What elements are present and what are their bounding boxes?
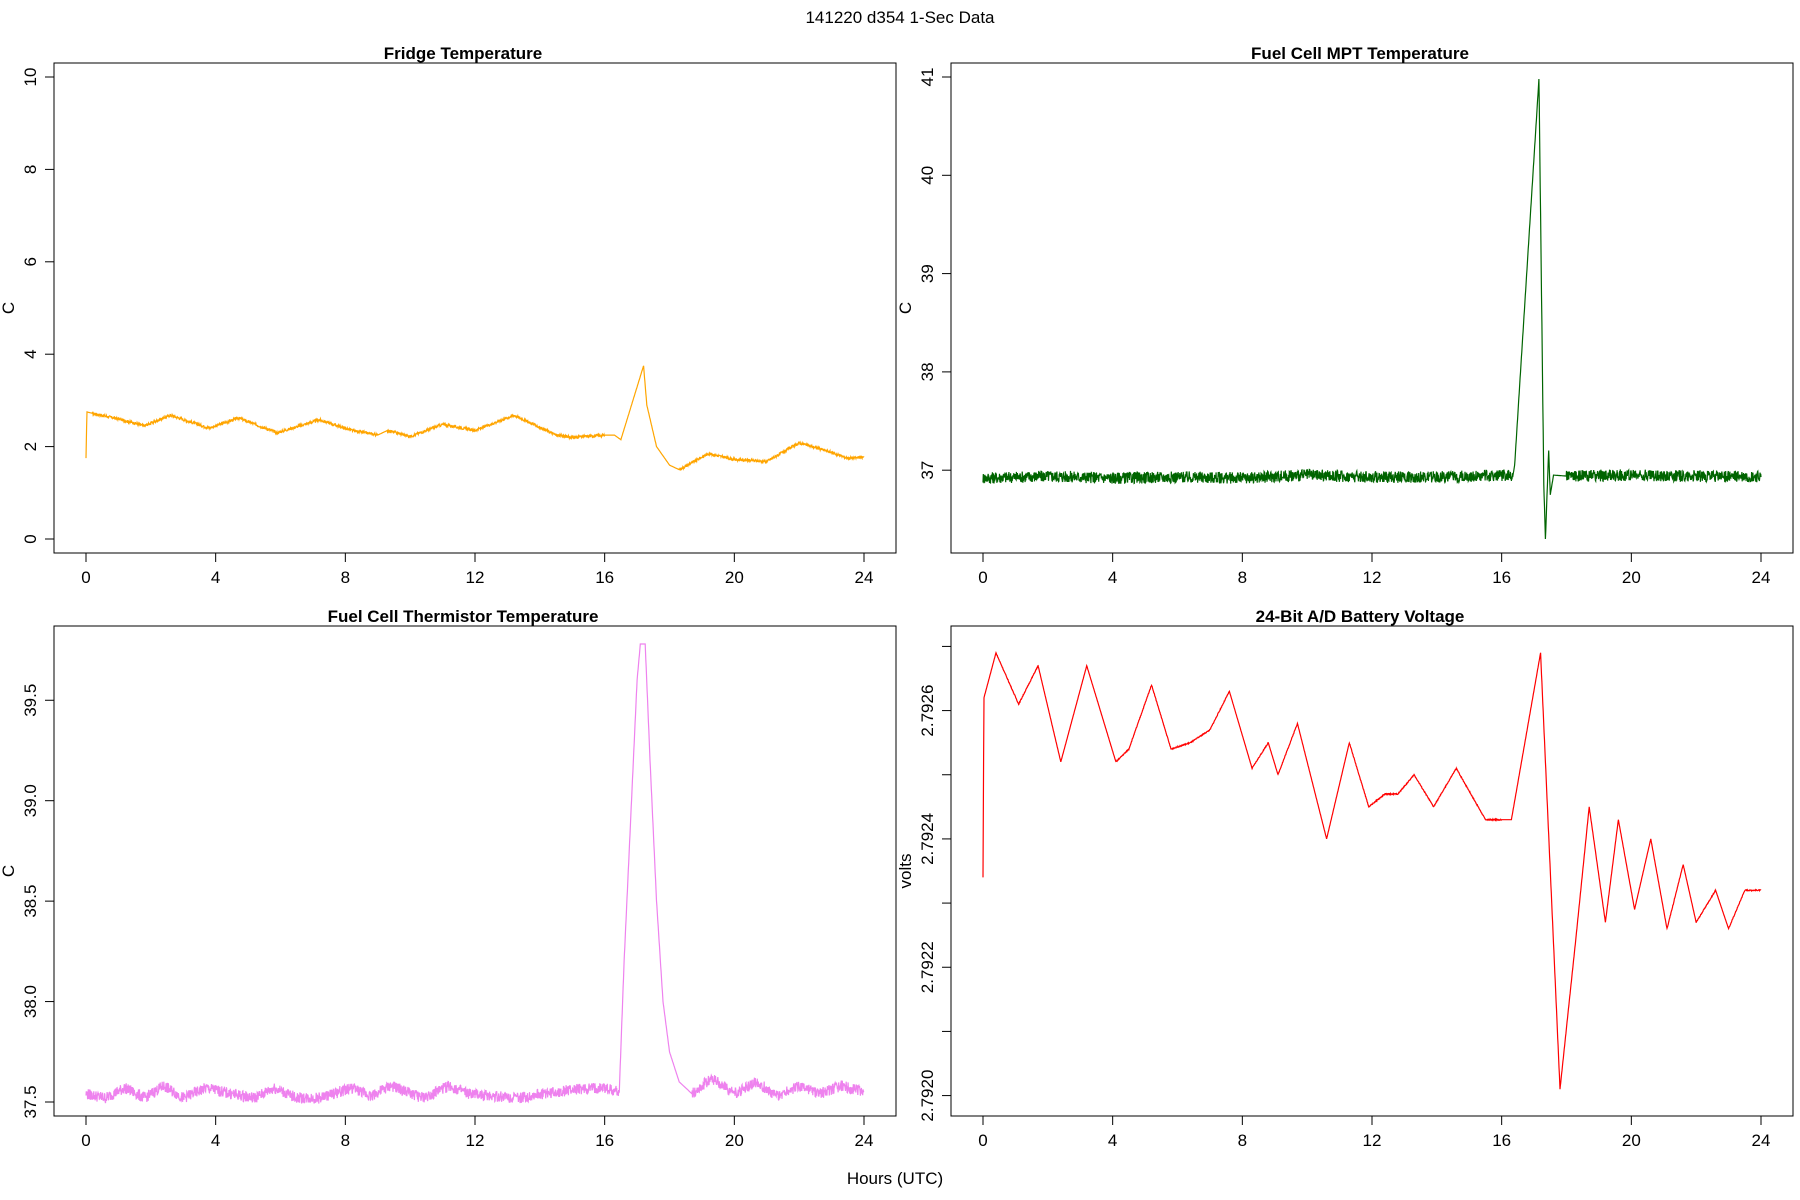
- y-axis-label: C: [896, 302, 915, 314]
- x-tick-label: 4: [211, 1131, 220, 1150]
- x-tick-label: 12: [1363, 568, 1382, 587]
- x-tick-label: 24: [855, 1131, 874, 1150]
- series-line: [85, 643, 865, 1104]
- y-tick-label: 0: [21, 534, 40, 543]
- x-tick-label: 20: [1622, 1131, 1641, 1150]
- x-tick-label: 8: [341, 568, 350, 587]
- x-tick-label: 12: [466, 1131, 485, 1150]
- series-line: [85, 365, 865, 471]
- x-tick-label: 20: [725, 1131, 744, 1150]
- y-axis-label: C: [0, 302, 18, 314]
- x-tick-label: 0: [81, 568, 90, 587]
- x-tick-label: 20: [725, 568, 744, 587]
- x-tick-label: 20: [1622, 568, 1641, 587]
- y-tick-label: 10: [21, 68, 40, 87]
- y-tick-label: 38: [918, 362, 937, 381]
- series-line: [982, 650, 1762, 1090]
- y-tick-label: 2.7922: [918, 941, 937, 993]
- x-tick-label: 12: [466, 568, 485, 587]
- y-axis-label: volts: [896, 854, 915, 889]
- y-axis-label: C: [0, 865, 18, 877]
- x-tick-label: 4: [1108, 1131, 1117, 1150]
- panel-title: Fuel Cell Thermistor Temperature: [328, 607, 599, 626]
- x-tick-label: 16: [595, 1131, 614, 1150]
- y-tick-label: 41: [918, 68, 937, 87]
- chart-panel-3: Fuel Cell Thermistor Temperature 0 4 8 12 16 2…: [0, 607, 897, 1150]
- x-tick-label: 12: [1363, 1131, 1382, 1150]
- x-tick-label: 8: [1238, 1131, 1247, 1150]
- y-tick-label: 40: [918, 166, 937, 185]
- series-line: [982, 78, 1762, 540]
- plot-frame: [53, 62, 897, 554]
- y-tick-label: 2.7920: [918, 1070, 937, 1122]
- y-tick-label: 39.0: [21, 784, 40, 817]
- x-tick-label: 24: [1752, 1131, 1771, 1150]
- x-tick-label: 24: [855, 568, 874, 587]
- y-tick-label: 2: [21, 442, 40, 451]
- y-tick-label: 39: [918, 264, 937, 283]
- y-tick-label: 39.5: [21, 684, 40, 717]
- chart-panel-2: Fuel Cell MPT Temperature 0 4 8 12 16 20 24 37 38…: [896, 44, 1794, 587]
- y-tick-label: 37.5: [21, 1085, 40, 1118]
- x-tick-label: 16: [1492, 1131, 1511, 1150]
- x-tick-label: 0: [81, 1131, 90, 1150]
- y-tick-label: 2.7924: [918, 813, 937, 865]
- x-tick-label: 24: [1752, 568, 1771, 587]
- x-tick-label: 8: [1238, 568, 1247, 587]
- x-tick-label: 0: [978, 568, 987, 587]
- figure-x-axis-label: Hours (UTC): [847, 1169, 943, 1188]
- plot-frame: [53, 625, 897, 1117]
- panel-title: Fuel Cell MPT Temperature: [1251, 44, 1469, 63]
- y-tick-label: 37: [918, 461, 937, 480]
- panel-title: 24-Bit A/D Battery Voltage: [1256, 607, 1465, 626]
- y-tick-label: 4: [21, 349, 40, 358]
- panel-title: Fridge Temperature: [384, 44, 542, 63]
- y-tick-label: 8: [21, 165, 40, 174]
- x-tick-label: 4: [211, 568, 220, 587]
- x-tick-label: 16: [595, 568, 614, 587]
- x-tick-label: 0: [978, 1131, 987, 1150]
- y-tick-label: 2.7926: [918, 685, 937, 737]
- y-tick-label: 38.0: [21, 985, 40, 1018]
- chart-panel-4: 24-Bit A/D Battery Voltage 0 4 8 12 16 20 24 2.7…: [896, 607, 1794, 1150]
- y-tick-label: 6: [21, 257, 40, 266]
- y-tick-label: 38.5: [21, 885, 40, 918]
- x-tick-label: 8: [341, 1131, 350, 1150]
- x-tick-label: 16: [1492, 568, 1511, 587]
- x-tick-label: 4: [1108, 568, 1117, 587]
- figure-title: 141220 d354 1-Sec Data: [805, 8, 995, 27]
